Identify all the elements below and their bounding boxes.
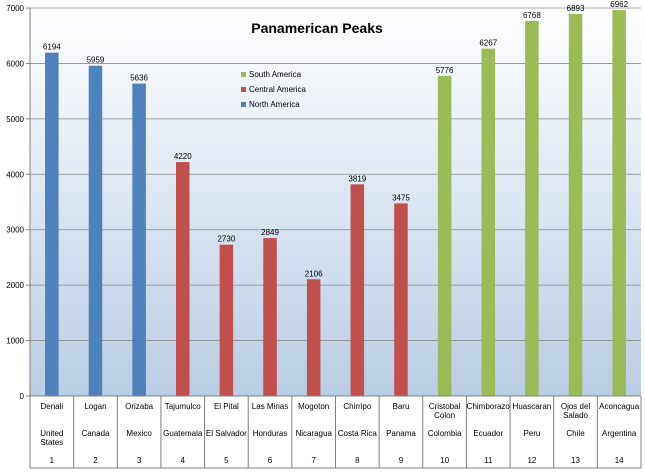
category-country-label: Canada — [81, 429, 110, 438]
category-country-label: Argentina — [602, 429, 637, 438]
category-country-label: Honduras — [253, 429, 288, 438]
legend: South America Central America North Americ… — [241, 70, 306, 109]
category-peak-label: Logan — [84, 402, 106, 411]
legend-label: South America — [249, 70, 302, 79]
legend-label: Central America — [249, 85, 306, 94]
category-country-label: Chile — [566, 429, 585, 438]
category-country-label: Ecuador — [473, 429, 503, 438]
category-index-label: 13 — [571, 456, 580, 465]
category-index-label: 4 — [181, 456, 186, 465]
category-index-label: 8 — [355, 456, 360, 465]
bar — [568, 13, 583, 397]
category-peak-label: Baru — [393, 402, 410, 411]
category-peak-label: Cristobal — [429, 402, 461, 411]
data-label: 2849 — [261, 228, 279, 237]
category-peak-label: Mogoton — [298, 402, 329, 411]
data-label: 2106 — [305, 269, 323, 278]
legend-label: North America — [249, 100, 300, 109]
y-tick-label: 6000 — [6, 59, 24, 68]
data-label: 5636 — [130, 74, 148, 83]
category-country-label: El Salvador — [206, 429, 247, 438]
data-label: 3475 — [392, 193, 410, 202]
bar — [394, 203, 408, 396]
data-label: 5776 — [436, 66, 454, 75]
category-peak-label: El Pital — [214, 402, 239, 411]
category-country-label: Guatemala — [163, 429, 203, 438]
data-label: 2730 — [217, 235, 235, 244]
data-label: 5959 — [87, 56, 105, 65]
bar — [175, 162, 190, 396]
category-peak-label: Salado — [563, 411, 588, 420]
category-index-label: 11 — [484, 456, 493, 465]
category-index-label: 10 — [440, 456, 449, 465]
y-tick-label: 4000 — [6, 170, 24, 179]
data-label: 6194 — [43, 43, 61, 52]
bar — [481, 48, 496, 396]
bar — [88, 65, 103, 396]
category-country-label: Costa Rica — [338, 429, 378, 438]
legend-swatch — [241, 102, 246, 107]
y-tick-label: 1000 — [6, 337, 24, 346]
category-peak-label: Las Minas — [252, 402, 288, 411]
category-peak-label: Orizaba — [125, 402, 154, 411]
category-index-label: 12 — [527, 456, 536, 465]
grid-lines — [30, 7, 641, 341]
category-peak-label: Tajumulco — [165, 402, 202, 411]
y-tick-label: 2000 — [6, 281, 24, 290]
plot-area — [30, 8, 641, 396]
y-tick-label: 0 — [20, 392, 25, 401]
data-label: 6267 — [479, 39, 497, 48]
y-tick-label: 3000 — [6, 226, 24, 235]
y-tick-label: 7000 — [6, 4, 24, 13]
bar — [437, 75, 452, 396]
category-peak-label: Colon — [434, 411, 455, 420]
data-label: 3819 — [348, 174, 366, 183]
category-peak-label: Huascaran — [513, 402, 552, 411]
category-peak-label: Chirripo — [343, 402, 372, 411]
category-peak-label: Chimborazo — [467, 402, 511, 411]
category-index-label: 5 — [224, 456, 229, 465]
category-index-label: 7 — [311, 456, 316, 465]
category-peak-label: Denali — [40, 402, 63, 411]
bar — [350, 184, 365, 396]
bar — [525, 20, 539, 396]
data-labels: 6194 5959 5636 4220 2730 2849 2106 3819 3475 5776… — [43, 0, 629, 278]
bars — [45, 10, 626, 397]
bar — [132, 83, 146, 397]
category-peak-label: Aconcagua — [599, 402, 640, 411]
data-label: 4220 — [174, 152, 192, 161]
category-country-label: Peru — [523, 429, 540, 438]
category-country-label: United — [40, 429, 63, 438]
category-country-label: States — [40, 438, 63, 447]
category-index-label: 6 — [268, 456, 273, 465]
y-tick-label: 5000 — [6, 115, 24, 124]
category-index-label: 1 — [50, 456, 55, 465]
category-country-label: Colombia — [428, 429, 462, 438]
bar — [306, 279, 321, 396]
category-index-label: 2 — [93, 456, 98, 465]
bar — [612, 10, 626, 396]
bar — [45, 52, 59, 397]
bar — [263, 238, 277, 396]
category-country-label: Panama — [386, 429, 416, 438]
category-country-label: Nicaragua — [295, 429, 332, 438]
category-peak-label: Ojos del — [561, 402, 591, 411]
data-label: 6893 — [567, 4, 585, 13]
bar — [219, 244, 234, 396]
category-index-label: 14 — [615, 456, 624, 465]
legend-swatch — [241, 72, 246, 77]
data-label: 6768 — [523, 11, 541, 20]
category-index-label: 3 — [137, 456, 142, 465]
category-index-label: 9 — [399, 456, 404, 465]
chart-title: Panamerican Peaks — [251, 20, 383, 36]
legend-swatch — [241, 87, 246, 92]
category-country-label: Mexico — [126, 429, 152, 438]
data-label: 6962 — [610, 0, 628, 9]
